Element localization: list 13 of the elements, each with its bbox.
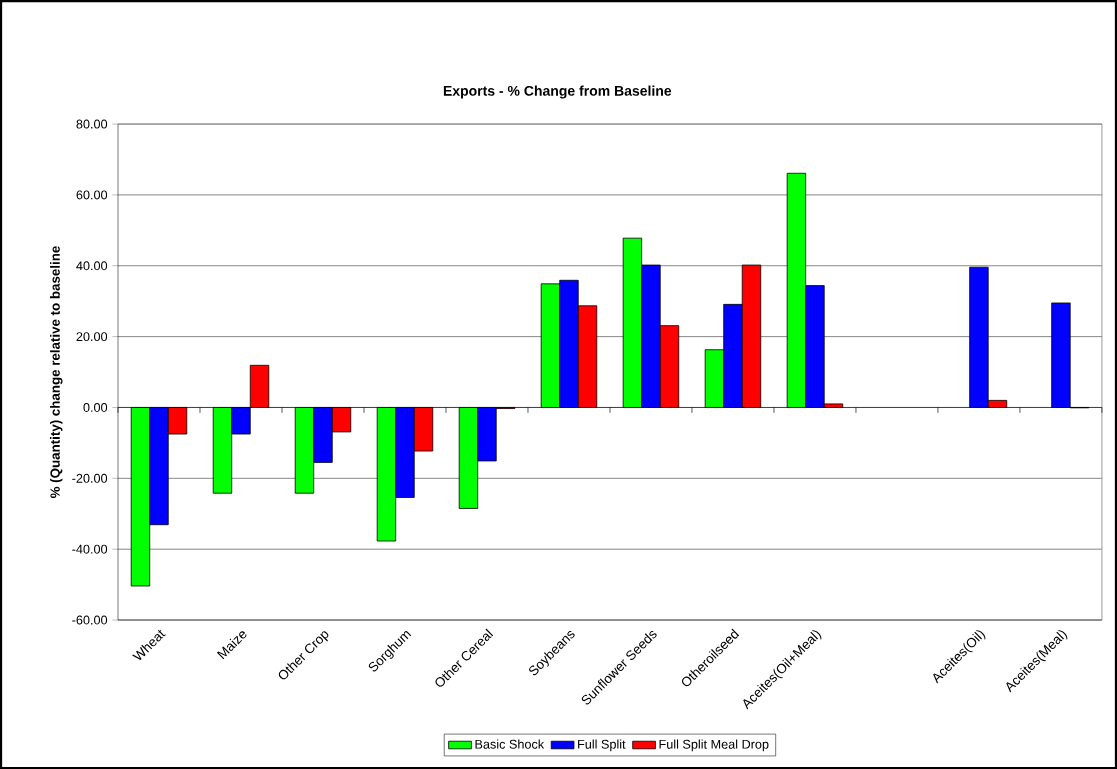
y-tick-label: 20.00 xyxy=(76,332,108,342)
y-tick-label: -60.00 xyxy=(72,615,108,625)
y-tick-label: 40.00 xyxy=(76,261,108,271)
chart-title: Exports - % Change from Baseline xyxy=(443,85,672,99)
legend-label: Full Split xyxy=(578,739,626,752)
y-tick-label: -20.00 xyxy=(72,473,108,483)
y-tick-label: -40.00 xyxy=(72,544,108,554)
y-tick-label: 60.00 xyxy=(76,190,108,200)
legend-label: Basic Shock xyxy=(475,739,545,749)
y-tick-label: 0.00 xyxy=(83,402,108,412)
legend-label: Full Split Meal Drop xyxy=(659,739,769,752)
y-axis-title: % (Quantity) change relative to baseline xyxy=(50,246,63,499)
y-tick-label: 80.00 xyxy=(76,119,108,129)
